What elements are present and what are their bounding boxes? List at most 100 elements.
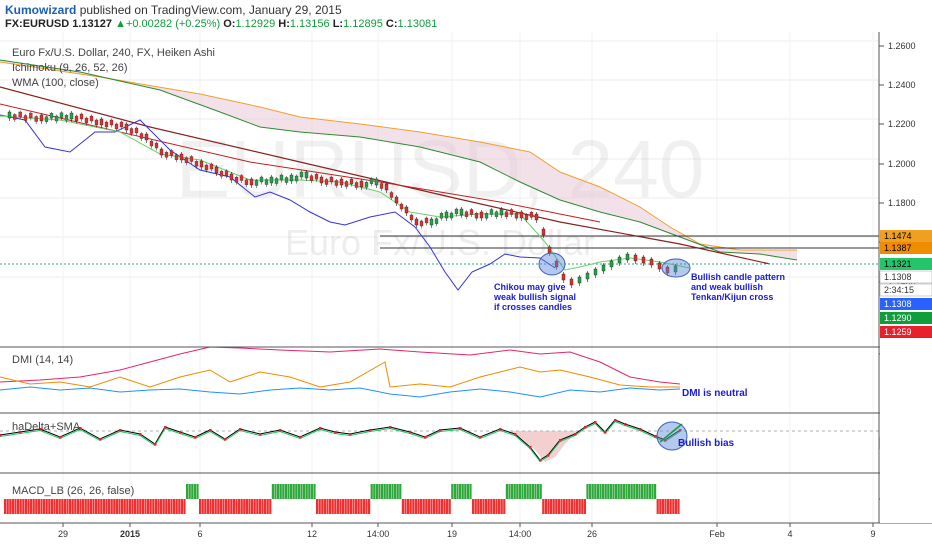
price-tag-bg [879, 270, 932, 284]
macd-bar-bearish [113, 499, 116, 514]
bearish-candle [84, 117, 89, 124]
macd-legend[interactable]: MACD_LB (26, 26, false) [12, 485, 134, 497]
bearish-candle [354, 182, 359, 188]
bearish-candle [504, 211, 509, 217]
macd-bar-bullish [188, 484, 191, 499]
chart-canvas[interactable]: EURUSD, 240 Euro Fx/U.S. Dollar 50.00002… [0, 32, 932, 550]
bearish-candle [665, 266, 670, 274]
macd-bar-bullish [602, 484, 605, 499]
macd-bar-bullish [396, 484, 399, 499]
macd-bar-bearish [412, 499, 415, 514]
macd-bar-bearish [253, 499, 256, 514]
bearish-candle [194, 161, 199, 167]
macd-bar-bearish [482, 499, 485, 514]
macd-bar-bearish [201, 499, 204, 514]
macd-pane[interactable]: 0.0000-1.0000 [4, 484, 932, 521]
macd-bar-bearish [552, 499, 555, 514]
macd-bar-bearish [144, 499, 147, 514]
hadelta-dot [529, 446, 532, 449]
macd-bar-bearish [492, 499, 495, 514]
macd-bar-bearish [212, 499, 215, 514]
macd-bar-bullish [591, 484, 594, 499]
macd-bar-bearish [178, 499, 181, 514]
macd-bar-bearish [19, 499, 22, 514]
main-price-pane[interactable] [0, 59, 879, 291]
grid-lines [0, 32, 879, 523]
chart-header: Kumowizard published on TradingView.com,… [0, 0, 932, 32]
macd-bar-bearish [269, 499, 272, 514]
macd-bar-bullish [191, 484, 194, 499]
bearish-candle [29, 112, 33, 119]
bullish-candle [593, 268, 598, 276]
macd-bar-bearish [6, 499, 9, 514]
macd-bar-bullish [589, 484, 592, 499]
macd-bar-bearish [404, 499, 407, 514]
time-tick-label: 19 [447, 529, 457, 539]
hadelta-dot [334, 431, 337, 434]
macd-bar-bearish [264, 499, 267, 514]
macd-bar-bearish [446, 499, 449, 514]
macd-bar-bearish [170, 499, 173, 514]
hadelta-dot [319, 427, 322, 430]
bullish-candle [64, 115, 69, 121]
macd-bar-bullish [193, 484, 196, 499]
chikou-note-line1: Chikou may give [494, 282, 566, 292]
ichimoku-legend[interactable]: Ichimoku (9, 26, 52, 26) [12, 62, 128, 74]
bearish-candle [249, 178, 254, 186]
macd-bar-bearish [126, 499, 129, 514]
macd-bar-bearish [667, 499, 670, 514]
macd-bar-bearish [440, 499, 443, 514]
chikou-note-line3: if crosses candles [494, 302, 572, 312]
macd-bar-bullish [310, 484, 313, 499]
symbol-label[interactable]: FX:EURUSD [5, 18, 70, 30]
macd-bar-bearish [490, 499, 493, 514]
macd-bar-bullish [303, 484, 306, 499]
hadelta-line [0, 419, 681, 461]
macd-bar-bearish [427, 499, 430, 514]
macd-bar-bearish [37, 499, 40, 514]
macd-bar-bearish [498, 499, 501, 514]
author-link[interactable]: Kumowizard [5, 3, 77, 17]
bearish-candle [514, 213, 519, 219]
macd-bar-bearish [555, 499, 558, 514]
hadelta-dot [679, 429, 682, 432]
time-axis[interactable]: 29 2015 6 12 14:00 19 14:00 26 Feb 4 9 [58, 523, 876, 539]
chikou-note-line2: weak bullish signal [493, 292, 576, 302]
wma-legend[interactable]: WMA (100, close) [12, 77, 99, 89]
macd-bar-bearish [316, 499, 319, 514]
bearish-candle [554, 260, 559, 268]
hadelta-dot [424, 436, 427, 439]
price-tick-label: 1.1800 [888, 198, 916, 208]
low-label: L: [332, 18, 344, 30]
open-label: O: [223, 18, 236, 30]
macd-bar-bearish [175, 499, 178, 514]
bullish-candle [304, 171, 309, 179]
bullish-candle [299, 171, 304, 178]
hadelta-dot [259, 433, 262, 436]
macd-bar-bullish [596, 484, 599, 499]
bullish-candle [59, 112, 64, 118]
macd-bar-bullish [370, 484, 373, 499]
macd-bar-bullish [297, 484, 300, 499]
price-tick-label: 1.2200 [888, 119, 916, 129]
macd-bar-bearish [240, 499, 243, 514]
macd-bar-bearish [149, 499, 152, 514]
macd-bar-bearish [347, 499, 350, 514]
wma-line [0, 86, 771, 265]
price-tag-bg [880, 258, 932, 270]
dmi-legend[interactable]: DMI (14, 14) [12, 354, 73, 366]
macd-bar-bearish [61, 499, 64, 514]
bearish-candle [144, 133, 149, 141]
macd-bar-bullish [292, 484, 295, 499]
macd-bar-bullish [521, 484, 524, 499]
price-tag-bg [880, 326, 932, 338]
bearish-candle [104, 121, 109, 128]
hadelta-legend[interactable]: haDelta+SMA [12, 421, 81, 433]
macd-bar-bearish [352, 499, 355, 514]
bearish-candle [23, 115, 28, 121]
macd-bar-bullish [277, 484, 280, 499]
macd-bar-bearish [167, 499, 170, 514]
price-axis[interactable]: 1.26001.24001.22001.20001.18001.16001.14… [879, 32, 932, 523]
macd-bar-bearish [365, 499, 368, 514]
price-tag: 1.1290 [884, 313, 912, 323]
